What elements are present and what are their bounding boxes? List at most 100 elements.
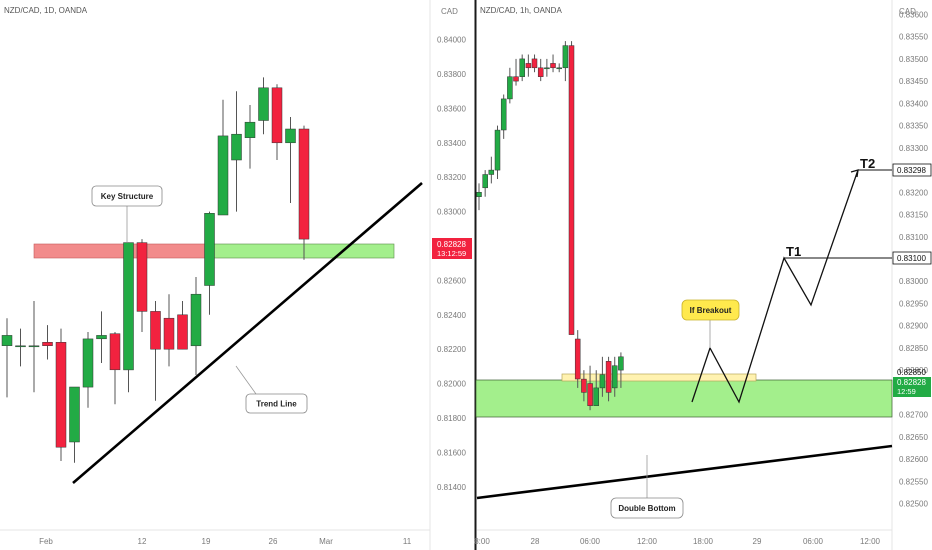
- candle: [562, 41, 569, 82]
- candle: [150, 301, 161, 401]
- price-tick-label: 0.83000: [899, 277, 928, 286]
- price-tick-label: 0.83300: [899, 144, 928, 153]
- candle-body: [42, 342, 53, 346]
- candle-body: [109, 333, 121, 371]
- candle: [556, 63, 562, 73]
- hourly-candles: [476, 41, 624, 411]
- price-tick-label: 0.83400: [437, 139, 466, 148]
- time-tick-label: 19: [202, 537, 211, 546]
- candle-body: [581, 378, 587, 393]
- candle: [482, 170, 488, 197]
- price-tick-label: 0.81600: [437, 448, 466, 457]
- candle-body: [605, 361, 612, 393]
- candle-body: [298, 128, 310, 240]
- price-tick-label: 0.83000: [437, 208, 466, 217]
- hourly-trend-line: [476, 444, 893, 500]
- candle: [581, 370, 587, 402]
- double-bottom-demand-zone: [475, 379, 893, 418]
- price-tick-label: 0.82850: [899, 344, 928, 353]
- candle: [231, 91, 242, 212]
- candle-body: [544, 67, 550, 70]
- hourly-currency-label: CAD: [899, 7, 916, 16]
- candle-body: [519, 58, 525, 77]
- candle: [513, 58, 519, 86]
- candle: [525, 54, 532, 77]
- candle: [599, 356, 606, 397]
- candle: [593, 370, 599, 406]
- daily-candles: [1, 77, 310, 463]
- daily-countdown: 13:12:59: [437, 249, 466, 258]
- time-tick-label: 28: [531, 537, 540, 546]
- candle: [109, 332, 121, 405]
- candle: [531, 54, 538, 73]
- candle-body: [136, 242, 148, 312]
- price-tick-label: 0.83200: [899, 188, 928, 197]
- time-tick-label: 18:00: [693, 537, 714, 546]
- candle: [69, 386, 80, 463]
- candle: [507, 67, 513, 104]
- price-tick-label: 0.82000: [437, 380, 466, 389]
- trend-line-label: Trend Line: [256, 400, 297, 409]
- candle: [298, 125, 310, 260]
- price-tick-label: 0.84000: [437, 36, 466, 45]
- candle: [28, 301, 40, 393]
- candle-body: [244, 121, 256, 138]
- price-tick-label: 0.83550: [899, 33, 928, 42]
- price-tick-label: 0.82900: [899, 322, 928, 331]
- candle-body: [96, 335, 107, 340]
- daily-chart-header: NZD/CAD, 1D, OANDA: [4, 6, 88, 15]
- price-tick-label: 0.83600: [437, 104, 466, 113]
- t2-label: T2: [860, 156, 875, 171]
- candle-body: [599, 374, 606, 389]
- trend-line-callout: [245, 393, 308, 414]
- price-tick-label: 0.83100: [899, 233, 928, 242]
- key-structure-supply-zone: [33, 243, 211, 259]
- candle: [190, 277, 202, 375]
- candle: [500, 94, 507, 139]
- candle: [1, 318, 13, 398]
- candle-body: [69, 386, 80, 443]
- t2-price-tag: [892, 163, 932, 177]
- price-tick-label: 0.81400: [437, 483, 466, 492]
- breakout-callout: [681, 299, 740, 321]
- daily-price-axis: 0.84000 0.83800 0.83600 0.83400 0.83200 0.830…: [437, 36, 466, 492]
- candle-body: [562, 45, 569, 69]
- candle: [605, 356, 612, 402]
- double-bottom-callout: [610, 497, 684, 519]
- price-tick-label: 0.83500: [899, 55, 928, 64]
- price-tick-label: 0.82600: [437, 276, 466, 285]
- candle: [82, 332, 94, 408]
- time-tick-label: 06:00: [803, 537, 824, 546]
- time-tick-label: 11: [403, 537, 412, 546]
- key-structure-callout: [91, 185, 163, 207]
- key-structure-demand-zone: [209, 243, 395, 259]
- candle-body: [123, 242, 134, 371]
- candle-body: [204, 213, 215, 286]
- candle-body: [476, 192, 482, 197]
- candle-body: [574, 338, 581, 380]
- hourly-time-axis: 8:00 28 06:00 12:00 18:00 29 06:00 12:00: [474, 537, 880, 546]
- daily-last-price-tag: [432, 238, 472, 259]
- daily-time-axis: Feb 12 19 26 Mar 11: [39, 537, 412, 546]
- price-tick-label: 0.83150: [899, 211, 928, 220]
- candle-body: [177, 314, 188, 350]
- daily-currency-label: CAD: [441, 7, 458, 16]
- candle: [618, 352, 624, 388]
- double-bottom-label: Double Bottom: [618, 504, 675, 513]
- time-tick-label: 29: [753, 537, 762, 546]
- candle-body: [271, 87, 283, 144]
- candle-body: [488, 169, 495, 175]
- price-tick-label: 0.82800: [899, 366, 928, 375]
- hourly-chart-panel: NZD/CAD, 1h, OANDA CAD 0.83600 0.83550 0.8…: [474, 0, 932, 550]
- candle-body: [537, 67, 544, 77]
- candle-body: [163, 317, 175, 350]
- daily-chart-panel: NZD/CAD, 1D, OANDA CAD 0.840000.838000.8…: [0, 0, 472, 550]
- price-tick-label: 0.83200: [437, 173, 466, 182]
- candle: [42, 325, 53, 360]
- price-tick-label: 0.82500: [899, 500, 928, 509]
- t1-price-tag: [892, 251, 932, 265]
- candle: [494, 125, 501, 179]
- breakout-zone: [561, 373, 757, 382]
- trend-line: [72, 182, 423, 484]
- candle-body: [15, 345, 26, 348]
